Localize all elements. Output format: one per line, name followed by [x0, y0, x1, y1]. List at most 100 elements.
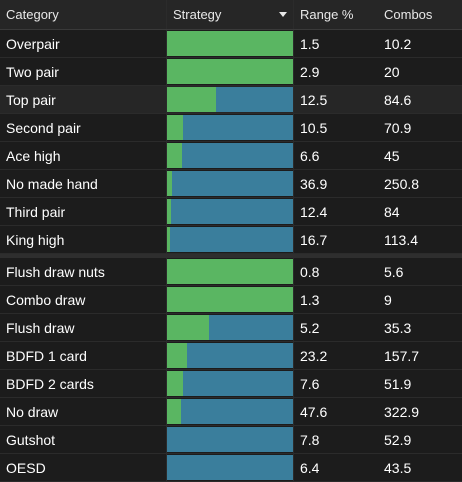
table-row[interactable]: Two pair 2.9 20: [0, 58, 462, 86]
strategy-cell: [166, 286, 294, 313]
strategy-cell: [166, 370, 294, 397]
table-row[interactable]: Flush draw 5.2 35.3: [0, 314, 462, 342]
category-cell: Flush draw: [6, 319, 75, 336]
strategy-bar-bet-segment: [167, 227, 170, 252]
table-row[interactable]: Flush draw nuts 0.8 5.6: [0, 258, 462, 286]
range-cell: 7.6: [300, 375, 320, 392]
strategy-bar-bet-segment: [167, 287, 293, 312]
range-cell: 7.8: [300, 431, 320, 448]
column-header-category[interactable]: Category: [6, 7, 59, 22]
table-row[interactable]: Ace high 6.6 45: [0, 142, 462, 170]
strategy-bar: [167, 427, 293, 452]
strategy-cell: [166, 170, 294, 197]
strategy-cell: [166, 86, 294, 113]
range-cell: 16.7: [300, 231, 328, 248]
strategy-bar: [167, 171, 293, 196]
range-cell: 2.9: [300, 63, 320, 80]
strategy-bar: [167, 115, 293, 140]
strategy-bar: [167, 143, 293, 168]
combos-cell: 9: [384, 291, 392, 308]
table-row[interactable]: Second pair 10.5 70.9: [0, 114, 462, 142]
combos-cell: 84.6: [384, 91, 412, 108]
strategy-bar-bet-segment: [167, 171, 173, 196]
category-cell: King high: [6, 231, 65, 248]
strategy-cell: [166, 426, 294, 453]
table-row[interactable]: BDFD 1 card 23.2 157.7: [0, 342, 462, 370]
range-cell: 12.4: [300, 203, 328, 220]
strategy-bar-bet-segment: [167, 115, 184, 140]
strategy-bar-bet-segment: [167, 259, 293, 284]
sort-caret-icon[interactable]: [279, 12, 287, 17]
combos-cell: 10.2: [384, 35, 412, 52]
strategy-bar: [167, 259, 293, 284]
category-cell: Combo draw: [6, 291, 86, 308]
strategy-bar-check-segment: [183, 115, 293, 140]
group-divider: [0, 254, 462, 258]
range-cell: 47.6: [300, 403, 328, 420]
strategy-cell: [166, 454, 294, 481]
combos-cell: 250.8: [384, 175, 420, 192]
strategy-bar-check-segment: [170, 199, 293, 224]
table-row[interactable]: OESD 6.4 43.5: [0, 454, 462, 482]
table-row[interactable]: No made hand 36.9 250.8: [0, 170, 462, 198]
strategy-cell: [166, 114, 294, 141]
range-cell: 10.5: [300, 119, 328, 136]
strategy-bar: [167, 87, 293, 112]
strategy-bar: [167, 31, 293, 56]
strategy-bar-bet-segment: [167, 143, 183, 168]
strategy-bar-bet-segment: [167, 87, 217, 112]
category-cell: OESD: [6, 459, 46, 476]
strategy-bar: [167, 287, 293, 312]
strategy-bar-check-segment: [169, 227, 293, 252]
table-row[interactable]: King high 16.7 113.4: [0, 226, 462, 254]
combos-cell: 157.7: [384, 347, 420, 364]
category-cell: Top pair: [6, 91, 56, 108]
combos-cell: 51.9: [384, 375, 412, 392]
table-row[interactable]: Top pair 12.5 84.6: [0, 86, 462, 114]
table-body: Overpair 1.5 10.2 Two pair 2.9 20 Top pair 12.5…: [0, 30, 462, 482]
range-cell: 0.8: [300, 263, 320, 280]
combos-cell: 45: [384, 147, 400, 164]
table-header: Category Strategy Range % Combos: [0, 0, 462, 30]
strategy-cell: [166, 58, 294, 85]
column-header-range[interactable]: Range %: [300, 7, 354, 22]
category-cell: BDFD 2 cards: [6, 375, 94, 392]
table-row[interactable]: Third pair 12.4 84: [0, 198, 462, 226]
strategy-bar: [167, 343, 293, 368]
strategy-bar-bet-segment: [167, 199, 171, 224]
strategy-cell: [166, 142, 294, 169]
strategy-bar: [167, 371, 293, 396]
strategy-bar: [167, 199, 293, 224]
column-header-strategy[interactable]: Strategy: [166, 0, 294, 29]
combos-cell: 43.5: [384, 459, 412, 476]
table-row[interactable]: BDFD 2 cards 7.6 51.9: [0, 370, 462, 398]
strategy-bar-bet-segment: [167, 31, 293, 56]
column-header-combos[interactable]: Combos: [384, 7, 433, 22]
strategy-bar-check-segment: [183, 371, 293, 396]
range-cell: 6.6: [300, 147, 320, 164]
strategy-bar-check-segment: [172, 171, 293, 196]
strategy-bar-bet-segment: [167, 371, 184, 396]
strategy-cell: [166, 198, 294, 225]
strategy-bar: [167, 399, 293, 424]
range-cell: 23.2: [300, 347, 328, 364]
table-row[interactable]: Overpair 1.5 10.2: [0, 30, 462, 58]
category-cell: Second pair: [6, 119, 81, 136]
strategy-bar-check-segment: [167, 427, 293, 452]
combos-cell: 20: [384, 63, 400, 80]
category-cell: BDFD 1 card: [6, 347, 87, 364]
range-cell: 36.9: [300, 175, 328, 192]
strategy-bar-check-segment: [180, 399, 293, 424]
category-cell: Gutshot: [6, 431, 56, 448]
table-row[interactable]: Gutshot 7.8 52.9: [0, 426, 462, 454]
combos-cell: 113.4: [384, 231, 418, 248]
table-row[interactable]: No draw 47.6 322.9: [0, 398, 462, 426]
strategy-cell: [166, 398, 294, 425]
strategy-bar-bet-segment: [167, 343, 188, 368]
table-row[interactable]: Combo draw 1.3 9: [0, 286, 462, 314]
category-cell: No draw: [6, 403, 59, 420]
range-cell: 6.4: [300, 459, 320, 476]
strategy-bar-check-segment: [167, 455, 293, 480]
range-cell: 5.2: [300, 319, 320, 336]
